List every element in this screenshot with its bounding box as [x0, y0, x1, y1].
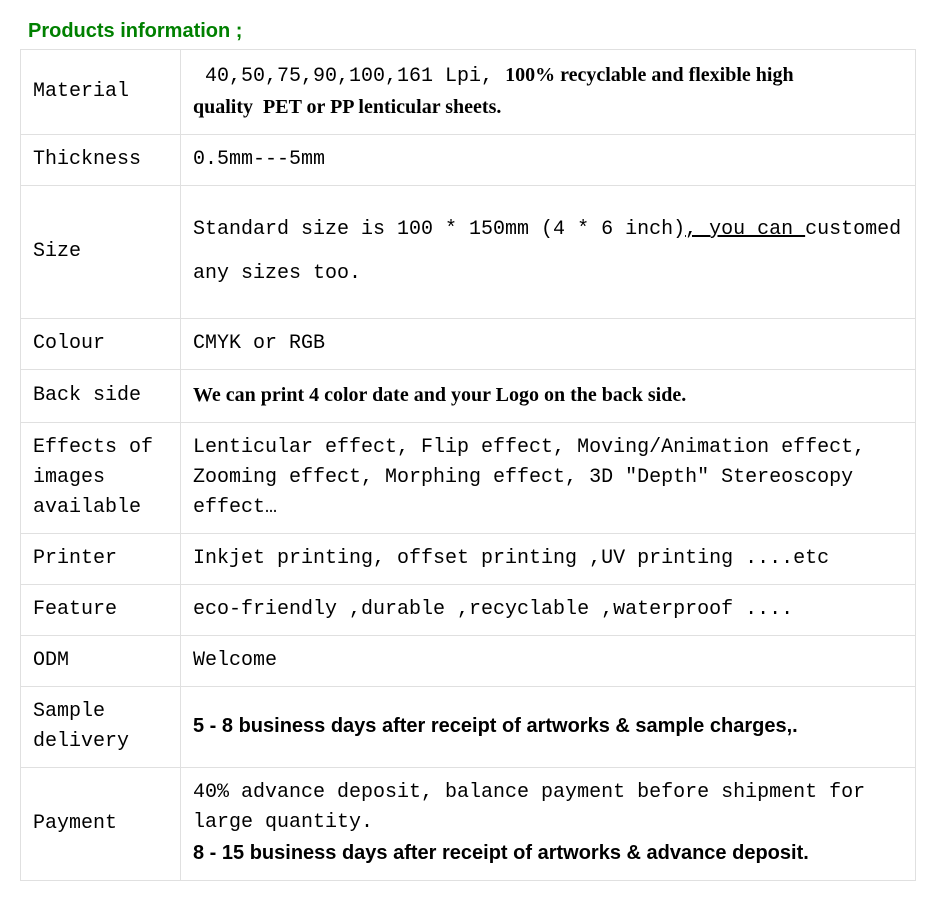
- value-colour: CMYK or RGB: [181, 319, 916, 370]
- label-sample: Sample delivery: [21, 687, 181, 768]
- table-row: ODM Welcome: [21, 636, 916, 687]
- value-printer: Inkjet printing, offset printing ,UV pri…: [181, 534, 916, 585]
- value-material: 40,50,75,90,100,161 Lpi, 100% recyclable…: [181, 50, 916, 135]
- table-row: Payment 40% advance deposit, balance pay…: [21, 768, 916, 881]
- table-row: Back side We can print 4 color date and …: [21, 370, 916, 423]
- label-printer: Printer: [21, 534, 181, 585]
- sample-bold: 5 - 8 business days after receipt of art…: [193, 715, 798, 737]
- value-backside: We can print 4 color date and your Logo …: [181, 370, 916, 423]
- label-odm: ODM: [21, 636, 181, 687]
- table-row: Feature eco-friendly ,durable ,recyclabl…: [21, 585, 916, 636]
- table-row: Material 40,50,75,90,100,161 Lpi, 100% r…: [21, 50, 916, 135]
- section-title: Products information ;: [20, 20, 915, 43]
- table-row: Sample delivery 5 - 8 business days afte…: [21, 687, 916, 768]
- value-payment: 40% advance deposit, balance payment bef…: [181, 768, 916, 881]
- label-thickness: Thickness: [21, 135, 181, 186]
- table-row: Effects of images available Lenticular e…: [21, 423, 916, 534]
- table-row: Thickness 0.5mm---5mm: [21, 135, 916, 186]
- value-sample: 5 - 8 business days after receipt of art…: [181, 687, 916, 768]
- value-effects: Lenticular effect, Flip effect, Moving/A…: [181, 423, 916, 534]
- label-backside: Back side: [21, 370, 181, 423]
- table-row: Colour CMYK or RGB: [21, 319, 916, 370]
- label-payment: Payment: [21, 768, 181, 881]
- label-colour: Colour: [21, 319, 181, 370]
- label-feature: Feature: [21, 585, 181, 636]
- size-underline: , you can: [685, 218, 805, 241]
- table-row: Printer Inkjet printing, offset printing…: [21, 534, 916, 585]
- label-size: Size: [21, 186, 181, 319]
- payment-plain: 40% advance deposit, balance payment bef…: [193, 781, 865, 834]
- material-prefix: 40,50,75,90,100,161 Lpi,: [193, 65, 505, 88]
- value-feature: eco-friendly ,durable ,recyclable ,water…: [181, 585, 916, 636]
- size-before: Standard size is 100 * 150mm (4 * 6 inch…: [193, 218, 685, 241]
- value-thickness: 0.5mm---5mm: [181, 135, 916, 186]
- payment-bold: 8 - 15 business days after receipt of ar…: [193, 842, 809, 864]
- label-material: Material: [21, 50, 181, 135]
- value-size: Standard size is 100 * 150mm (4 * 6 inch…: [181, 186, 916, 319]
- backside-bold: We can print 4 color date and your Logo …: [193, 384, 686, 406]
- label-effects: Effects of images available: [21, 423, 181, 534]
- table-row: Size Standard size is 100 * 150mm (4 * 6…: [21, 186, 916, 319]
- value-odm: Welcome: [181, 636, 916, 687]
- product-info-table: Material 40,50,75,90,100,161 Lpi, 100% r…: [20, 49, 916, 881]
